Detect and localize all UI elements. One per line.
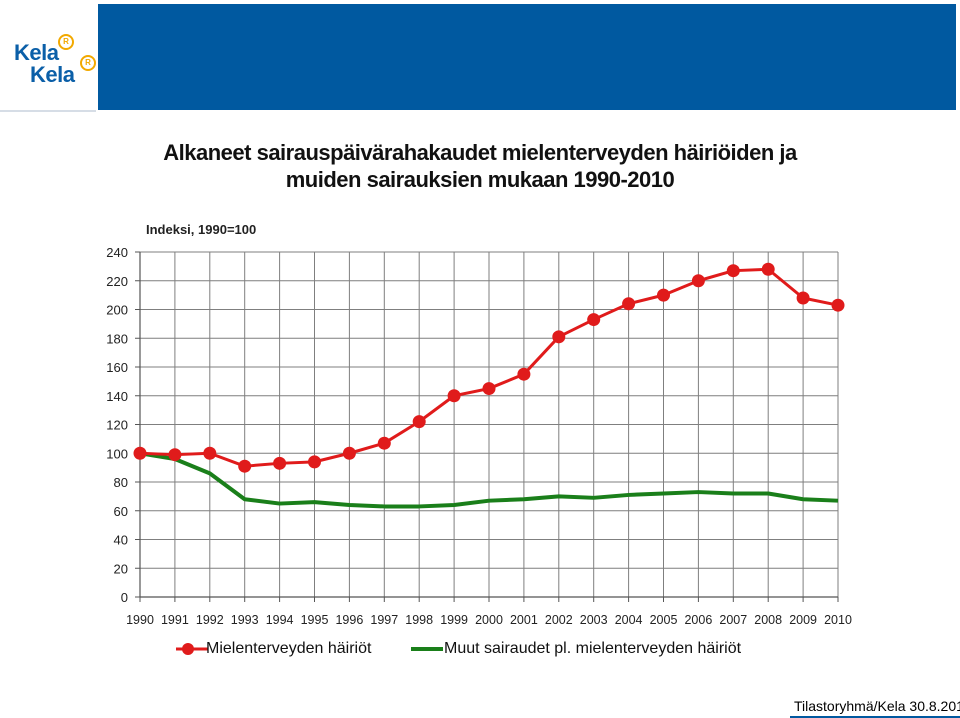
source-footer: Tilastoryhmä/Kela 30.8.2011 [794, 698, 960, 714]
legend-label-other: Muut sairaudet pl. mielenterveyden häiri… [444, 640, 742, 657]
chart-title-line1: Alkaneet sairauspäivärahakaudet mielente… [163, 140, 797, 165]
data-point-mental [203, 446, 217, 460]
footer-divider [790, 716, 960, 718]
data-point-mental [691, 274, 705, 288]
y-tick-label: 120 [106, 418, 128, 433]
y-tick-label: 20 [114, 561, 128, 576]
y-axis-label: Indeksi, 1990=100 [146, 222, 257, 237]
data-point-mental [796, 291, 810, 305]
x-tick-label: 1993 [231, 613, 259, 627]
y-tick-label: 200 [106, 303, 128, 318]
y-tick-label: 240 [106, 245, 128, 260]
x-tick-label: 2006 [684, 613, 712, 627]
data-point-mental [761, 262, 775, 276]
data-point-mental [273, 456, 287, 470]
x-tick-label: 1998 [405, 613, 433, 627]
data-point-mental [412, 415, 426, 429]
x-tick-label: 2001 [510, 613, 538, 627]
data-point-mental [238, 459, 252, 473]
kela-logo-top: Kela [14, 40, 59, 65]
series-line-other [139, 451, 839, 509]
y-tick-label: 60 [114, 504, 128, 519]
y-tick-label: 80 [114, 475, 128, 490]
x-tick-label: 2003 [580, 613, 608, 627]
data-point-mental [168, 448, 182, 462]
data-point-mental [342, 446, 356, 460]
data-point-mental [517, 367, 531, 381]
x-tick-label: 2004 [615, 613, 643, 627]
x-tick-label: 2000 [475, 613, 503, 627]
data-point-mental [831, 298, 845, 312]
data-point-mental [657, 288, 670, 302]
x-tick-label: 1999 [440, 613, 468, 627]
y-tick-label: 160 [106, 360, 128, 375]
y-tick-label: 100 [106, 446, 128, 461]
data-point-mental [133, 446, 147, 460]
x-tick-label: 1995 [301, 613, 329, 627]
y-tick-label: 180 [106, 331, 128, 346]
header-bar [98, 4, 956, 110]
data-point-mental [587, 313, 601, 327]
y-tick-label: 220 [106, 274, 128, 289]
x-tick-label: 2005 [650, 613, 678, 627]
legend: Mielenterveyden häiriöt Muut sairaudet p… [0, 640, 960, 660]
x-tick-label: 1992 [196, 613, 224, 627]
legend-swatch-mental [176, 643, 208, 655]
x-tick-label: 2007 [719, 613, 747, 627]
x-tick-label: 1994 [266, 613, 294, 627]
data-point-mental [308, 455, 321, 469]
y-tick-label: 0 [121, 590, 128, 605]
chart-title-line2: muiden sairauksien mukaan 1990-2010 [285, 167, 675, 192]
line-chart: 0 20 40 60 80 100 120 140 160 180 200 220 240 1990 199… [106, 245, 852, 627]
logo-area: Kela R Kela R [0, 0, 96, 112]
x-tick-label: 1996 [335, 613, 363, 627]
kela-logo-bottom: Kela [30, 62, 75, 87]
legend-swatch-other [411, 647, 443, 651]
data-point-mental [552, 330, 566, 344]
data-point-mental [377, 436, 391, 450]
x-tick-label: 2002 [545, 613, 573, 627]
x-tick-label: 1990 [126, 613, 154, 627]
y-tick-label: 140 [106, 389, 128, 404]
x-tick-label: 2010 [824, 613, 852, 627]
data-point-mental [447, 389, 461, 403]
y-tick-label: 40 [114, 533, 128, 548]
data-point-mental [622, 297, 636, 311]
x-tick-label: 2009 [789, 613, 817, 627]
x-tick-label: 2008 [754, 613, 782, 627]
data-point-mental [726, 264, 740, 278]
data-point-mental [482, 382, 496, 396]
legend-label-mental: Mielenterveyden häiriöt [206, 640, 372, 657]
x-tick-label: 1997 [370, 613, 398, 627]
registered-mark-icon: R [58, 34, 74, 50]
chart-title: Alkaneet sairauspäivärahakaudet mielente… [0, 139, 960, 193]
x-tick-label: 1991 [161, 613, 189, 627]
registered-mark-icon-2: R [80, 55, 96, 71]
